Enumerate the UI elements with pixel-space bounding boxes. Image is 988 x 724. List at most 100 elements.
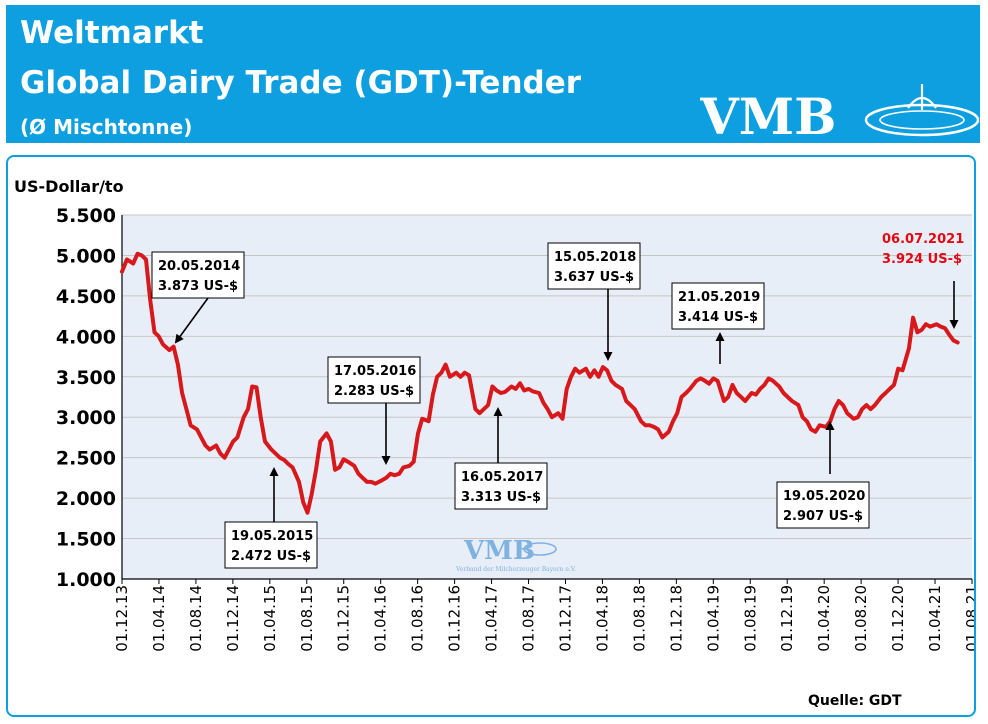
annotation-value: 3.637 US-$ <box>554 270 634 285</box>
x-tick: 01.04.14 <box>150 585 168 652</box>
x-tick: 01.04.15 <box>261 585 279 652</box>
vmb-logo-graphic: VMB <box>699 84 980 146</box>
annotation-callout: 19.05.2015 2.472 US-$ <box>224 467 318 569</box>
vmb-watermark: VMB Verband der Milcherzeuger Bayern e.V… <box>455 536 576 573</box>
y-tick-label: 5.000 <box>56 245 116 267</box>
x-tick-label: 01.04.17 <box>483 585 501 652</box>
annotation-callout: 20.05.2014 3.873 US-$ <box>151 251 245 344</box>
source-label: Quelle: GDT <box>808 693 902 709</box>
x-tick: 01.12.13 <box>113 585 131 652</box>
x-tick-label: 01.12.15 <box>335 585 353 652</box>
x-tick: 01.12.18 <box>667 585 685 652</box>
y-tick-label: 4.500 <box>56 286 116 308</box>
vmb-logo-text: VMB <box>700 87 836 138</box>
x-tick-label: 01.08.14 <box>187 585 205 652</box>
y-tick-label: 4.000 <box>56 326 116 348</box>
y-tick-label: 3.500 <box>56 367 116 389</box>
x-tick: 01.12.14 <box>224 585 242 652</box>
annotation-box <box>327 356 421 404</box>
chart-panel: VMB Verband der Milcherzeuger Bayern e.V… <box>6 155 976 717</box>
x-axis-ticks: 01.12.13 01.04.14 01.08.14 01.12.14 01.04.15… <box>113 578 974 652</box>
watermark-drop-icon <box>523 542 557 556</box>
annotation-date: 21.05.2019 <box>678 290 760 305</box>
annotation-date: 16.05.2017 <box>461 470 543 485</box>
x-tick-label: 01.12.16 <box>446 585 464 652</box>
x-tick: 01.08.18 <box>630 585 648 652</box>
x-tick: 01.08.15 <box>298 585 316 652</box>
annotation-box <box>547 242 641 290</box>
x-tick: 01.12.17 <box>556 585 574 652</box>
x-tick: 01.04.19 <box>704 585 722 652</box>
vmb-logo: VMB <box>699 84 982 146</box>
annotation-value: 2.907 US-$ <box>783 509 863 524</box>
y-axis-ticks: 1.000 1.500 2.000 2.500 3.000 3.500 4.000 4.500… <box>56 205 123 591</box>
annotation-value: 3.414 US-$ <box>678 310 758 325</box>
annotation-date: 17.05.2016 <box>334 364 416 379</box>
annotation-box <box>224 521 318 569</box>
x-tick-label: 01.08.17 <box>520 585 538 652</box>
y-axis-label: US-Dollar/to <box>14 177 124 196</box>
annotation-callout: 06.07.2021 3.924 US-$ <box>882 232 964 329</box>
y-tick-label: 1.500 <box>56 529 116 551</box>
x-tick-label: 01.04.18 <box>593 585 611 652</box>
x-tick-label: 01.04.20 <box>815 585 833 652</box>
x-tick: 01.04.21 <box>926 585 944 652</box>
x-tick: 01.08.16 <box>409 585 427 652</box>
annotation-value: 3.924 US-$ <box>882 252 962 267</box>
annotation-callout: 19.05.2020 2.907 US-$ <box>776 421 870 529</box>
header-title-line1: Weltmarkt <box>20 15 204 51</box>
header-title-line3: (Ø Mischtonne) <box>20 115 193 139</box>
x-tick-label: 01.04.14 <box>150 585 168 652</box>
y-tick-label: 5.500 <box>56 205 116 227</box>
y-tick-label: 3.000 <box>56 407 116 429</box>
x-tick-label: 01.12.19 <box>778 585 796 652</box>
annotation-callout: 16.05.2017 3.313 US-$ <box>454 407 548 510</box>
x-tick: 01.04.18 <box>593 585 611 652</box>
watermark-subtext: Verband der Milcherzeuger Bayern e.V. <box>455 566 576 573</box>
annotation-date: 19.05.2020 <box>783 489 865 504</box>
x-tick-label: 01.04.21 <box>926 585 944 652</box>
y-tick-label: 2.000 <box>56 488 116 510</box>
x-tick: 01.08.20 <box>852 585 870 652</box>
x-tick: 01.04.20 <box>815 585 833 652</box>
x-tick-label: 01.12.18 <box>667 585 685 652</box>
x-tick: 01.08.19 <box>741 585 759 652</box>
x-tick-label: 01.08.18 <box>630 585 648 652</box>
annotation-arrow <box>174 297 209 344</box>
milk-drop-icon <box>864 84 980 137</box>
x-tick: 01.08.21 <box>963 585 974 652</box>
x-tick: 01.04.16 <box>372 585 390 652</box>
x-tick: 01.08.14 <box>187 585 205 652</box>
header-title-line2: Global Dairy Trade (GDT)-Tender <box>20 65 582 101</box>
x-tick: 01.12.16 <box>446 585 464 652</box>
annotations: 20.05.2014 3.873 US-$ 19.05.2015 2.472 US-$… <box>151 232 964 569</box>
annotation-callout: 17.05.2016 2.283 US-$ <box>327 356 421 465</box>
annotation-value: 3.313 US-$ <box>461 490 541 505</box>
annotation-value: 3.873 US-$ <box>158 279 238 294</box>
annotation-callout: 15.05.2018 3.637 US-$ <box>547 242 641 361</box>
y-tick-label: 2.500 <box>56 448 116 470</box>
x-tick-label: 01.12.20 <box>889 585 907 652</box>
x-tick-label: 01.12.14 <box>224 585 242 652</box>
x-tick-label: 01.08.15 <box>298 585 316 652</box>
annotation-value: 2.472 US-$ <box>231 549 311 564</box>
x-tick-label: 01.04.16 <box>372 585 390 652</box>
annotation-date: 19.05.2015 <box>231 529 313 544</box>
x-tick: 01.12.19 <box>778 585 796 652</box>
x-tick: 01.12.20 <box>889 585 907 652</box>
annotation-date: 15.05.2018 <box>554 250 636 265</box>
annotation-callout: 21.05.2019 3.414 US-$ <box>671 282 765 364</box>
x-tick-label: 01.08.20 <box>852 585 870 652</box>
x-tick-label: 01.08.21 <box>963 585 974 652</box>
series-line <box>120 251 960 515</box>
x-tick: 01.12.15 <box>335 585 353 652</box>
watermark-text: VMB <box>463 536 535 566</box>
x-tick: 01.08.17 <box>520 585 538 652</box>
annotation-value: 2.283 US-$ <box>334 384 414 399</box>
y-tick-label: 1.000 <box>56 569 116 591</box>
annotation-date: 06.07.2021 <box>882 232 964 247</box>
x-tick-label: 01.08.19 <box>741 585 759 652</box>
x-tick-label: 01.12.13 <box>113 585 131 652</box>
x-tick: 01.04.17 <box>483 585 501 652</box>
x-tick-label: 01.08.16 <box>409 585 427 652</box>
